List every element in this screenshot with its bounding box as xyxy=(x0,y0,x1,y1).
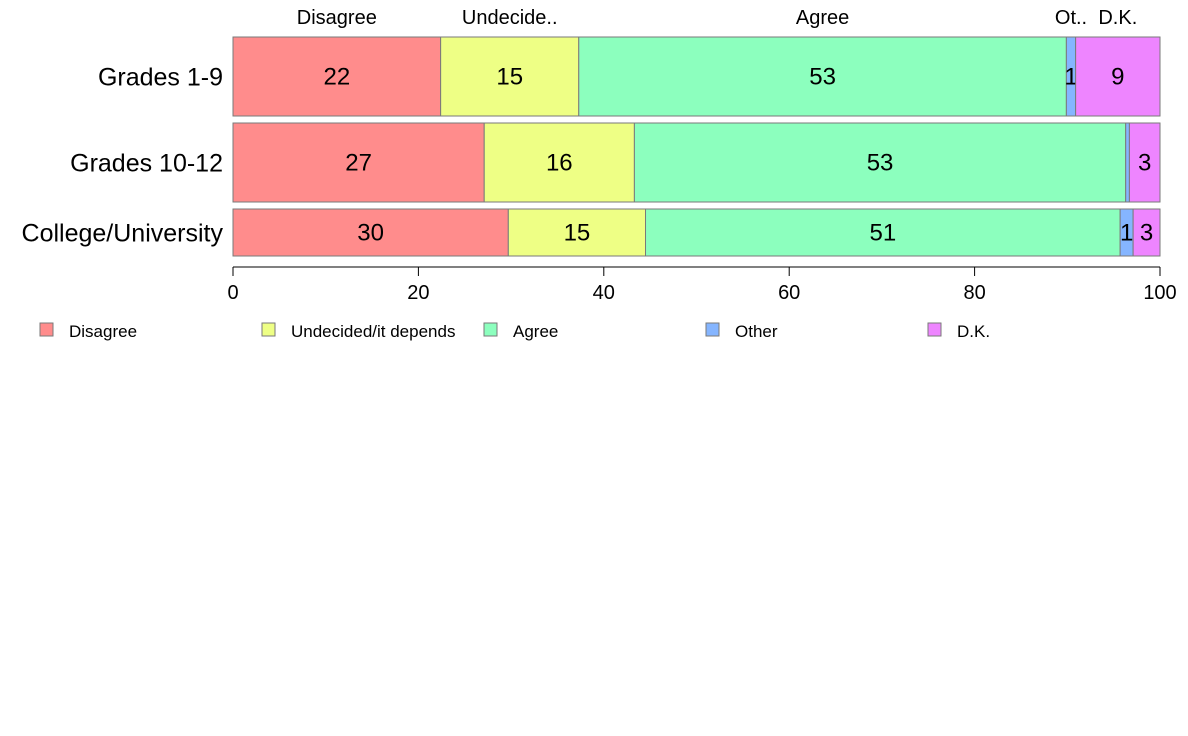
x-tick-label: 20 xyxy=(407,282,429,304)
bar-segment xyxy=(645,208,1121,257)
category-labels: Grades 1-9 Grades 10-12 College/University xyxy=(22,64,224,248)
data-label: 22 xyxy=(323,64,350,91)
data-label: 3 xyxy=(1138,150,1151,177)
legend-swatch xyxy=(927,322,942,337)
data-label: 53 xyxy=(809,64,836,91)
bars: 22 15 53 1 927 16 53 330 15 51 1 3 xyxy=(232,36,1161,257)
bar-segment xyxy=(483,122,635,203)
x-tick-label: 60 xyxy=(778,282,800,304)
data-label: 1 xyxy=(1120,220,1133,247)
data-label: 15 xyxy=(496,64,523,91)
legend-label: D.K. xyxy=(957,322,990,341)
segment-header: Ot.. xyxy=(1055,7,1087,29)
segment-header: Undecide.. xyxy=(462,7,558,29)
segment-header: Disagree xyxy=(297,7,377,29)
category-label: Grades 1-9 xyxy=(98,64,223,92)
legend-swatch xyxy=(261,322,276,337)
segment-header: D.K. xyxy=(1098,7,1137,29)
x-axis: 0 20 40 60 80 100 xyxy=(227,266,1177,304)
category-label: College/University xyxy=(22,220,224,248)
data-label: 3 xyxy=(1140,220,1153,247)
bar-segment xyxy=(1125,122,1130,203)
data-label: 16 xyxy=(546,150,573,177)
bar-segment xyxy=(633,122,1127,203)
bar-segment xyxy=(440,36,580,117)
legend-label: Disagree xyxy=(69,322,137,341)
legend: Disagree Undecided/it depends Agree Other D.… xyxy=(39,322,990,341)
x-tick-label: 100 xyxy=(1143,282,1176,304)
data-label: 9 xyxy=(1111,64,1124,91)
legend-label: Agree xyxy=(513,322,558,341)
legend-label: Other xyxy=(735,322,778,341)
data-label: 51 xyxy=(869,220,896,247)
bar-segment xyxy=(232,122,485,203)
bar-segment xyxy=(232,208,509,257)
legend-swatch xyxy=(39,322,54,337)
data-label: 30 xyxy=(357,220,384,247)
bar-segment xyxy=(1128,122,1161,203)
x-tick-label: 0 xyxy=(227,282,238,304)
bar-segment xyxy=(232,36,442,117)
legend-swatch xyxy=(705,322,720,337)
data-label: 15 xyxy=(564,220,591,247)
data-label: 27 xyxy=(345,150,372,177)
data-label: 1 xyxy=(1064,64,1077,91)
bar-segment xyxy=(1132,208,1161,257)
bar-segment xyxy=(578,36,1067,117)
category-label: Grades 10-12 xyxy=(70,150,223,178)
data-label: 53 xyxy=(867,150,894,177)
x-tick-label: 80 xyxy=(963,282,985,304)
segment-headers: Disagree Undecide.. Agree Ot.. D.K. xyxy=(297,7,1137,29)
legend-swatch xyxy=(483,322,498,337)
segment-header: Agree xyxy=(796,7,849,29)
x-tick-label: 40 xyxy=(593,282,615,304)
legend-label: Undecided/it depends xyxy=(291,322,455,341)
bar-segment xyxy=(1075,36,1161,117)
